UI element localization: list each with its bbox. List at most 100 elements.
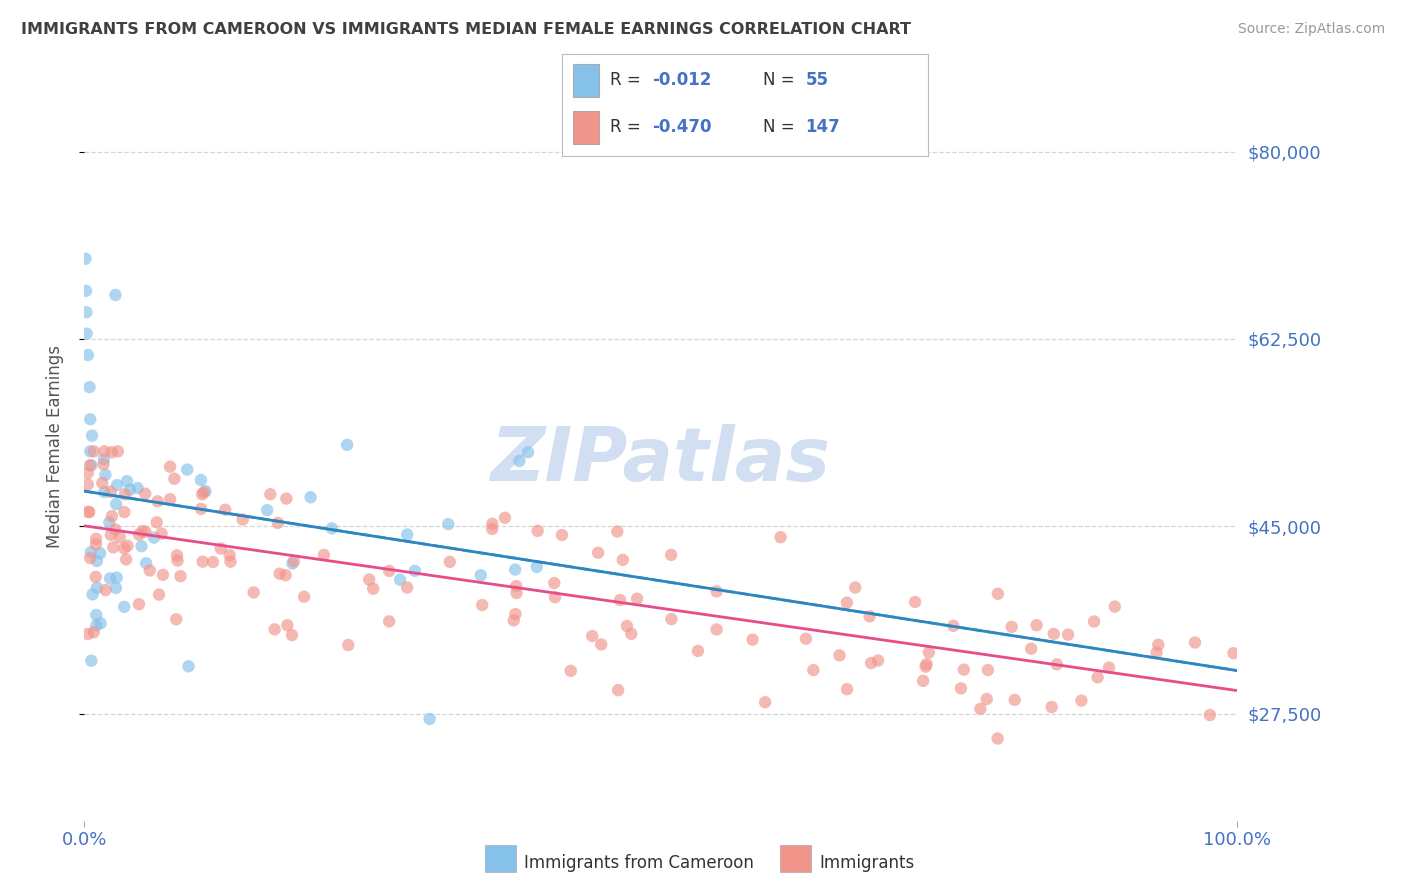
Point bbox=[976, 692, 998, 706]
Text: -0.012: -0.012 bbox=[652, 70, 711, 88]
Point bbox=[177, 659, 200, 673]
Point bbox=[91, 475, 114, 490]
Text: Immigrants from Cameroon: Immigrants from Cameroon bbox=[524, 854, 754, 871]
Point bbox=[84, 537, 107, 551]
Point bbox=[581, 629, 603, 643]
Point bbox=[104, 288, 127, 302]
Point bbox=[828, 648, 851, 663]
Point bbox=[114, 487, 136, 501]
Point bbox=[112, 599, 135, 614]
Point bbox=[94, 467, 117, 482]
Point bbox=[105, 497, 128, 511]
Point bbox=[163, 472, 186, 486]
Point bbox=[242, 585, 264, 599]
Point bbox=[135, 556, 157, 570]
Text: IMMIGRANTS FROM CAMEROON VS IMMIGRANTS MEDIAN FEMALE EARNINGS CORRELATION CHART: IMMIGRANTS FROM CAMEROON VS IMMIGRANTS M… bbox=[21, 22, 911, 37]
Point bbox=[105, 478, 128, 492]
Point bbox=[378, 615, 401, 629]
Point bbox=[1222, 646, 1244, 660]
Point bbox=[166, 553, 188, 567]
Point bbox=[89, 546, 111, 560]
Point bbox=[76, 326, 98, 341]
Point bbox=[1087, 670, 1109, 684]
Point bbox=[138, 564, 160, 578]
Point bbox=[131, 524, 153, 539]
Point bbox=[128, 597, 150, 611]
Point bbox=[134, 524, 156, 539]
Point bbox=[77, 348, 100, 362]
Point bbox=[146, 494, 169, 508]
Point bbox=[276, 491, 298, 506]
Point bbox=[977, 663, 1000, 677]
Point bbox=[337, 638, 360, 652]
Point bbox=[127, 481, 149, 495]
Text: R =: R = bbox=[610, 118, 645, 136]
Text: R =: R = bbox=[610, 70, 645, 88]
Point bbox=[987, 731, 1010, 746]
Point bbox=[706, 623, 728, 637]
Point bbox=[166, 549, 188, 563]
Point bbox=[378, 564, 401, 578]
Point bbox=[93, 457, 115, 471]
Point bbox=[281, 628, 304, 642]
Point bbox=[82, 587, 104, 601]
Point bbox=[526, 524, 548, 538]
Point bbox=[112, 541, 135, 556]
Point bbox=[98, 516, 121, 530]
Point bbox=[79, 444, 101, 458]
Point bbox=[1104, 599, 1126, 614]
Point bbox=[942, 619, 965, 633]
Point bbox=[84, 532, 107, 546]
Point bbox=[201, 555, 224, 569]
Point bbox=[1004, 693, 1026, 707]
Point bbox=[659, 548, 682, 562]
Point bbox=[83, 444, 105, 458]
Point bbox=[107, 444, 129, 458]
Point bbox=[131, 539, 153, 553]
Point bbox=[835, 596, 858, 610]
Point bbox=[904, 595, 927, 609]
Point bbox=[103, 541, 125, 555]
Point bbox=[586, 546, 609, 560]
Point bbox=[79, 551, 101, 566]
Point bbox=[616, 619, 638, 633]
Point bbox=[560, 664, 582, 678]
Point bbox=[148, 588, 170, 602]
Point bbox=[396, 581, 419, 595]
Point bbox=[508, 454, 530, 468]
Text: -0.470: -0.470 bbox=[652, 118, 711, 136]
Point bbox=[77, 505, 100, 519]
Point bbox=[1046, 657, 1069, 672]
Point bbox=[1184, 635, 1206, 649]
Point bbox=[100, 528, 122, 542]
Point bbox=[1098, 660, 1121, 674]
Point bbox=[1025, 618, 1047, 632]
Point bbox=[844, 581, 866, 595]
Point bbox=[117, 539, 139, 553]
Text: N =: N = bbox=[763, 70, 800, 88]
Point bbox=[80, 545, 103, 559]
Point bbox=[517, 445, 540, 459]
FancyBboxPatch shape bbox=[574, 64, 599, 96]
Point bbox=[1083, 615, 1105, 629]
Point bbox=[218, 548, 240, 562]
Point bbox=[389, 573, 412, 587]
Point bbox=[769, 530, 792, 544]
Point bbox=[952, 663, 974, 677]
Point bbox=[706, 584, 728, 599]
Point bbox=[1001, 620, 1024, 634]
Point bbox=[80, 654, 103, 668]
Point bbox=[1199, 708, 1222, 723]
Point bbox=[104, 523, 127, 537]
Point bbox=[794, 632, 817, 646]
Point bbox=[912, 673, 935, 688]
Point bbox=[503, 563, 526, 577]
Point bbox=[481, 516, 503, 531]
Point bbox=[987, 587, 1010, 601]
Point bbox=[918, 646, 941, 660]
Point bbox=[142, 531, 165, 545]
Point bbox=[101, 445, 124, 459]
Point bbox=[165, 612, 187, 626]
Text: Source: ZipAtlas.com: Source: ZipAtlas.com bbox=[1237, 22, 1385, 37]
Point bbox=[108, 530, 131, 544]
